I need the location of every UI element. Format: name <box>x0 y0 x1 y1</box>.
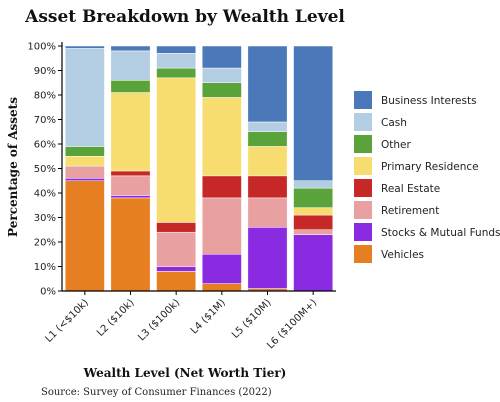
legend-swatch-vehicles <box>354 245 372 263</box>
bar-segment-stocks-mutual-funds-6 <box>293 234 334 292</box>
chart-title: Asset Breakdown by Wealth Level <box>24 7 345 27</box>
y-tick-label: 30% <box>34 213 56 224</box>
legend-label-retirement: Retirement <box>381 205 439 217</box>
bar-segment-primary-residence-2 <box>110 92 151 172</box>
bar-segment-business-interests-4 <box>201 45 242 69</box>
x-tick-label: L6 ($100M+) <box>265 297 319 351</box>
legend-swatch-other <box>354 135 372 153</box>
bar-segment-real-estate-4 <box>201 175 242 199</box>
legend-label-business-interests: Business Interests <box>381 95 477 107</box>
y-tick-label: 0% <box>40 287 56 298</box>
legend-label-real-estate: Real Estate <box>381 183 440 195</box>
bar-segment-cash-3 <box>156 53 197 69</box>
bar-segment-vehicles-3 <box>156 271 197 292</box>
bar-segment-other-2 <box>110 80 151 93</box>
bar-segment-primary-residence-4 <box>201 97 242 177</box>
bar-segment-cash-4 <box>201 67 242 84</box>
bar-segment-cash-5 <box>247 121 288 132</box>
x-axis-label: Wealth Level (Net Worth Tier) <box>83 366 287 380</box>
y-tick-label: 40% <box>34 189 56 200</box>
legend-swatch-real-estate <box>354 179 372 197</box>
bar-segment-stocks-mutual-funds-5 <box>247 227 288 289</box>
legend-swatch-cash <box>354 113 372 131</box>
y-tick-label: 50% <box>34 164 56 175</box>
bar-segment-primary-residence-6 <box>293 207 334 216</box>
bar-segment-cash-1 <box>64 48 105 147</box>
bar-segment-vehicles-4 <box>201 283 242 292</box>
bar-segment-real-estate-6 <box>293 214 334 231</box>
x-tick-label: L5 ($10M) <box>230 297 274 341</box>
y-tick-label: 70% <box>34 115 56 126</box>
bar-segment-retirement-5 <box>247 197 288 228</box>
legend-label-cash: Cash <box>381 117 407 129</box>
x-tick-label: L2 ($10k) <box>95 297 137 339</box>
bar-segment-cash-2 <box>110 50 151 81</box>
bar-segment-real-estate-5 <box>247 175 288 199</box>
legend-swatch-retirement <box>354 201 372 219</box>
bar-segment-other-6 <box>293 187 334 208</box>
y-axis-label: Percentage of Assets <box>6 97 20 237</box>
bar-segment-stocks-mutual-funds-4 <box>201 254 242 284</box>
bar-segment-cash-6 <box>293 180 334 189</box>
y-tick-label: 80% <box>34 91 56 102</box>
y-tick-label: 90% <box>34 66 56 77</box>
y-tick-label: 100% <box>27 42 56 53</box>
bar-segment-real-estate-2 <box>110 170 151 177</box>
bar-segment-other-4 <box>201 82 242 98</box>
legend-swatch-primary-residence <box>354 157 372 175</box>
bar-segment-other-5 <box>247 131 288 147</box>
bar-segment-primary-residence-3 <box>156 77 197 223</box>
source-note: Source: Survey of Consumer Finances (202… <box>41 387 272 398</box>
bar-segment-business-interests-5 <box>247 45 288 123</box>
bar-segment-retirement-1 <box>64 165 105 179</box>
bar-segment-retirement-2 <box>110 175 151 196</box>
y-tick-label: 20% <box>34 238 56 249</box>
bar-segment-retirement-4 <box>201 197 242 255</box>
legend-swatch-business-interests <box>354 91 372 109</box>
y-tick-label: 60% <box>34 140 56 151</box>
bar-segment-retirement-3 <box>156 231 197 267</box>
bar-segment-vehicles-2 <box>110 197 151 292</box>
legend-swatch-stocks-mutual-funds <box>354 223 372 241</box>
bar-segment-stocks-mutual-funds-2 <box>110 195 151 199</box>
x-tick-label: L4 ($1M) <box>189 297 228 336</box>
bar-segment-business-interests-1 <box>64 45 105 49</box>
bar-segment-primary-residence-5 <box>247 146 288 177</box>
bar-segment-business-interests-3 <box>156 45 197 54</box>
bar-segment-retirement-6 <box>293 229 334 235</box>
legend-label-vehicles: Vehicles <box>381 249 424 261</box>
legend-label-other: Other <box>381 139 411 151</box>
bar-segment-stocks-mutual-funds-3 <box>156 266 197 272</box>
bar-segment-other-1 <box>64 146 105 157</box>
bar-segment-real-estate-3 <box>156 222 197 233</box>
legend: Business Interests Cash Other Primary Resid… <box>354 91 500 263</box>
legend-label-primary-residence: Primary Residence <box>381 161 479 173</box>
bar-segment-other-3 <box>156 67 197 79</box>
bar-segment-primary-residence-1 <box>64 156 105 167</box>
y-tick-label: 10% <box>34 262 56 273</box>
bar-segment-business-interests-6 <box>293 45 334 181</box>
bar-segment-stocks-mutual-funds-1 <box>64 178 105 182</box>
bar-segment-vehicles-1 <box>64 180 105 292</box>
legend-label-stocks-mutual-funds: Stocks & Mutual Funds <box>381 227 500 239</box>
x-tick-label: L1 (<$10k) <box>43 297 91 345</box>
x-tick-label: L3 ($100k) <box>136 297 182 343</box>
bar-segment-business-interests-2 <box>110 45 151 52</box>
bars-layer <box>64 45 334 292</box>
